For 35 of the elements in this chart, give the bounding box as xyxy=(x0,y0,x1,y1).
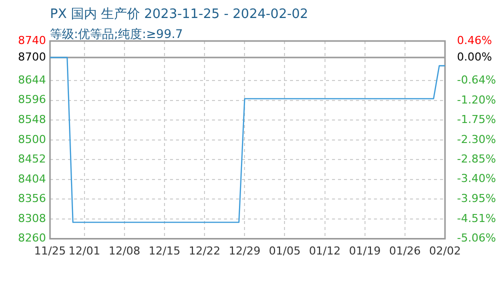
y-tick-label: 8700 xyxy=(18,50,46,64)
y2-tick-label: -2.85% xyxy=(457,152,496,166)
y-tick-label: 8500 xyxy=(18,132,46,146)
x-tick-label: 02/02 xyxy=(429,244,461,258)
x-tick-label: 01/19 xyxy=(349,244,381,258)
chart-title: PX 国内 生产价 2023-11-25 - 2024-02-02 xyxy=(50,6,308,23)
y-tick-label: 8644 xyxy=(18,73,46,86)
x-tick-label: 11/25 xyxy=(34,244,66,258)
y2-tick-label: 0.46% xyxy=(457,34,492,47)
y2-tick-label: -0.64% xyxy=(457,73,496,86)
x-tick-label: 01/26 xyxy=(389,244,421,258)
chart-subtitle: 等级:优等品;纯度:≥99.7 xyxy=(50,26,183,43)
x-tick-label: 12/22 xyxy=(188,244,220,258)
y-tick-label: 8356 xyxy=(18,192,46,206)
y-tick-label: 8452 xyxy=(18,152,46,166)
y-tick-label: 8740 xyxy=(18,34,46,47)
x-tick-label: 12/29 xyxy=(228,244,260,258)
x-tick-label: 01/12 xyxy=(308,244,341,258)
y-tick-label: 8548 xyxy=(18,112,46,126)
y-tick-label: 8404 xyxy=(18,172,46,186)
y2-tick-label: -1.20% xyxy=(457,93,496,106)
y2-tick-label: -2.30% xyxy=(457,132,496,146)
y-tick-label: 8596 xyxy=(18,93,46,106)
y2-tick-label: -3.40% xyxy=(457,172,496,186)
y2-tick-label: -1.75% xyxy=(457,113,496,126)
y-tick-label: 8260 xyxy=(18,232,46,245)
x-tick-label: 12/08 xyxy=(108,244,140,258)
y2-tick-label: -5.06% xyxy=(457,232,496,245)
y-tick-label: 8308 xyxy=(18,212,46,225)
x-tick-label: 12/15 xyxy=(148,244,180,258)
y2-tick-label: -4.51% xyxy=(457,212,496,225)
x-tick-label: 12/01 xyxy=(68,244,100,258)
x-tick-label: 01/05 xyxy=(268,244,301,258)
y2-tick-label: 0.00% xyxy=(457,50,492,64)
y2-tick-label: -3.95% xyxy=(457,192,496,205)
